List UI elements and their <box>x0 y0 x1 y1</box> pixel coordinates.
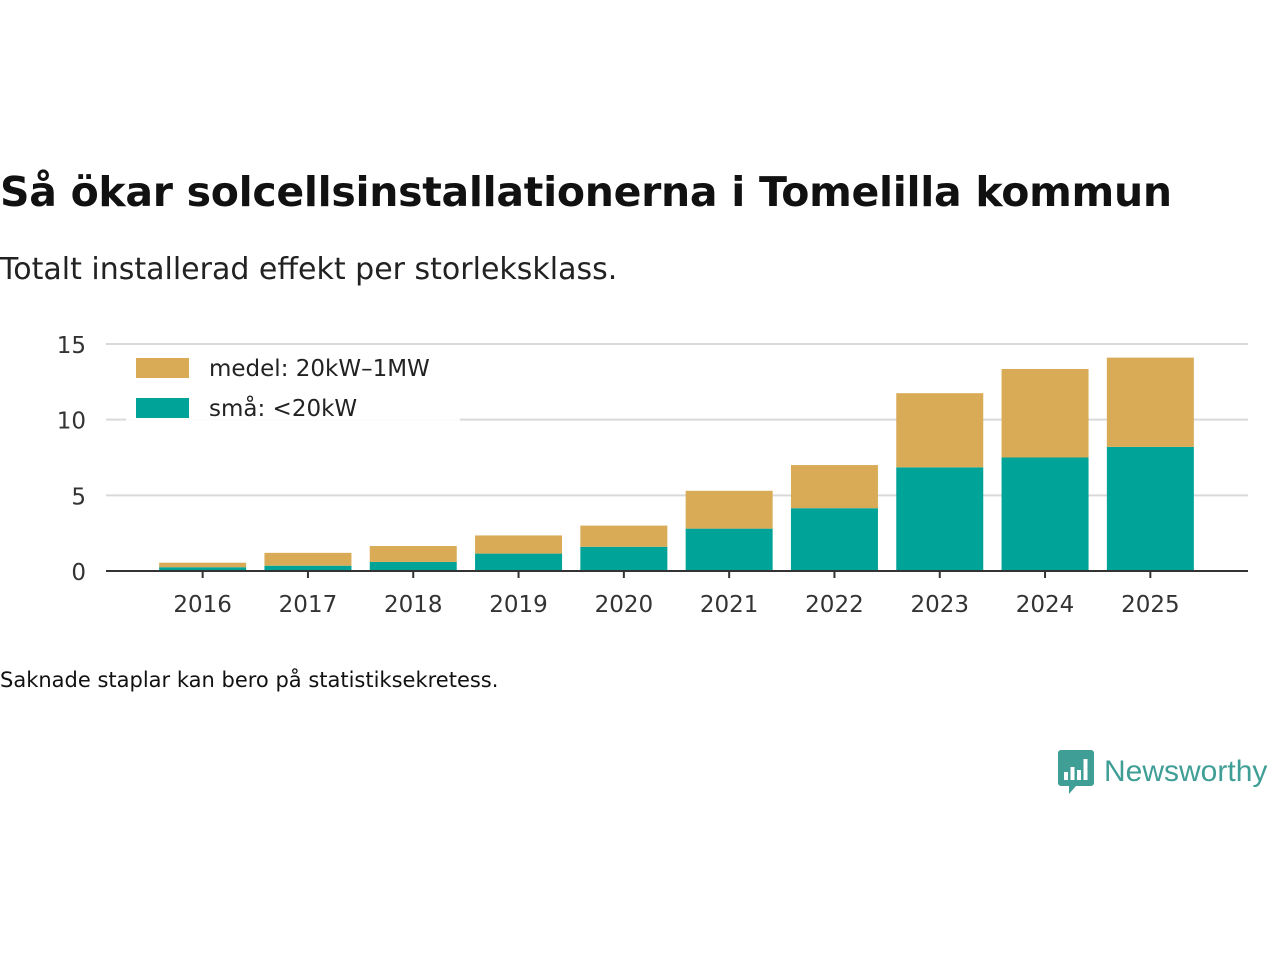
x-tick-label: 2020 <box>595 592 654 618</box>
bar-medel-2016 <box>159 562 247 568</box>
bars <box>159 357 1194 571</box>
bar-medel-2022 <box>790 465 878 509</box>
stacked-bar-chart: 0 5 10 15 2016 2017 2018 2019 2020 2021 2022 2023 20… <box>57 333 1248 618</box>
bar-medel-2018 <box>369 546 457 562</box>
legend-swatch-medel <box>136 358 189 378</box>
bar-medel-2019 <box>475 535 563 554</box>
bar-medel-2024 <box>1001 368 1089 458</box>
bar-sma-2019 <box>475 553 563 571</box>
bar-sma-2025 <box>1106 446 1194 571</box>
brand-name: Newsworthy <box>1104 755 1268 788</box>
x-tick-label: 2017 <box>279 592 338 618</box>
axes: 0 5 10 15 2016 2017 2018 2019 2020 2021 2022 2023 20… <box>57 333 1248 618</box>
bar-medel-2021 <box>685 490 773 529</box>
y-tick-label: 15 <box>57 333 86 359</box>
chart-subtitle: Totalt installerad effekt per storlekskl… <box>0 252 618 287</box>
x-tick-label: 2023 <box>910 592 969 618</box>
x-tick-label: 2024 <box>1016 592 1075 618</box>
x-tick-label: 2022 <box>805 592 864 618</box>
bar-medel-2020 <box>580 525 668 547</box>
legend-swatch-sma <box>136 398 189 418</box>
x-tick-label: 2025 <box>1121 592 1180 618</box>
bar-sma-2024 <box>1001 457 1089 571</box>
legend: medel: 20kW–1MW små: <20kW <box>126 346 460 422</box>
y-tick-label: 5 <box>71 484 86 510</box>
bar-medel-2023 <box>896 393 984 468</box>
x-tick-label: 2019 <box>489 592 548 618</box>
bar-medel-2017 <box>264 552 352 566</box>
bar-sma-2017 <box>264 565 352 571</box>
x-tick-label: 2018 <box>384 592 443 618</box>
bar-sma-2022 <box>790 508 878 571</box>
chart-title: Så ökar solcellsinstallationerna i Tomel… <box>0 168 1172 216</box>
y-tick-label: 0 <box>71 560 86 586</box>
footnote: Saknade staplar kan bero på statistiksek… <box>0 668 499 692</box>
bar-sma-2016 <box>159 567 247 571</box>
x-tick-label: 2021 <box>700 592 759 618</box>
y-tick-label: 10 <box>57 409 86 435</box>
legend-label-medel: medel: 20kW–1MW <box>209 356 430 382</box>
bar-chart-speech-bubble-icon <box>1058 750 1094 794</box>
bar-sma-2020 <box>580 546 668 571</box>
bar-sma-2021 <box>685 528 773 571</box>
legend-label-sma: små: <20kW <box>209 394 357 422</box>
brand-logo: Newsworthy <box>1058 748 1267 796</box>
bar-medel-2025 <box>1106 357 1194 447</box>
bar-sma-2018 <box>369 561 457 571</box>
bar-sma-2023 <box>896 467 984 571</box>
x-tick-label: 2016 <box>173 592 232 618</box>
